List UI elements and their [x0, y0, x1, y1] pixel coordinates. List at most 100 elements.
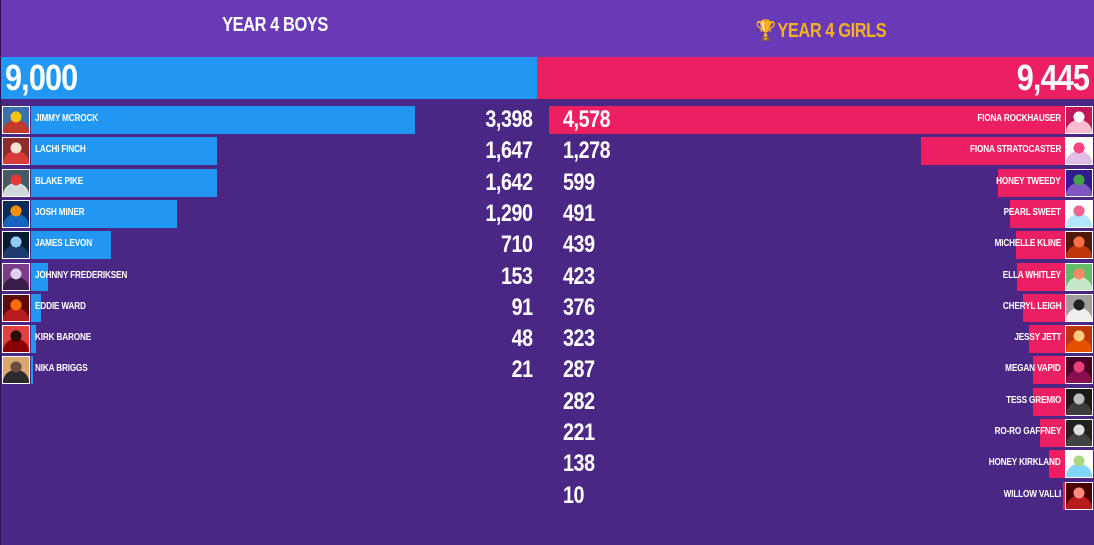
player-score: 282 — [563, 387, 595, 415]
girls-team-title: 🏆YEAR 4 GIRLS — [739, 18, 903, 43]
player-avatar — [1065, 419, 1093, 447]
player-name: JIMMY MCROCK — [35, 113, 99, 124]
player-score: 599 — [563, 168, 595, 196]
score-bar — [31, 137, 218, 166]
player-avatar — [2, 137, 30, 166]
player-name: TESS GREMIO — [1005, 394, 1061, 406]
player-score: 376 — [563, 293, 595, 321]
girls-player-row: RO-RO GAFFNEY 221 — [1, 417, 1094, 448]
boys-player-row: KIRK BARONE 48 — [1, 323, 1094, 354]
player-avatar — [2, 199, 30, 228]
player-avatar — [2, 231, 30, 260]
player-score: 423 — [563, 262, 595, 290]
score-bar — [31, 325, 37, 354]
girls-player-row: JESSY JETT 323 — [1, 323, 1094, 354]
player-avatar — [1065, 231, 1093, 260]
player-avatar — [2, 106, 30, 134]
score-bar — [31, 262, 49, 291]
player-name: CHERYL LEIGH — [1002, 300, 1061, 312]
girls-player-row: CHERYL LEIGH 376 — [1, 292, 1094, 323]
player-score: 1,642 — [485, 168, 534, 196]
player-score: 1,290 — [485, 199, 534, 227]
player-score: 710 — [501, 231, 533, 259]
player-avatar — [2, 325, 30, 354]
player-score: 4,578 — [563, 106, 611, 133]
score-bar — [1049, 450, 1065, 479]
boys-player-row: EDDIE WARD 91 — [1, 292, 1094, 323]
player-avatar — [1065, 262, 1093, 291]
score-bar — [1040, 419, 1065, 447]
girls-player-row: FIONA ROCKHAUSER 4,578 — [1, 104, 1094, 135]
score-bar — [1032, 356, 1065, 385]
player-name: ELLA WHITLEY — [1002, 269, 1061, 281]
boys-player-row: JAMES LEVON 710 — [1, 229, 1094, 260]
player-avatar — [2, 356, 30, 385]
girls-player-row: TESS GREMIO 282 — [1, 386, 1094, 417]
player-name: LACHI FINCH — [35, 144, 86, 156]
player-score: 91 — [511, 293, 533, 321]
score-bar — [31, 231, 112, 260]
girls-total-bar: 9,445 — [537, 57, 1094, 99]
score-bar — [1033, 387, 1065, 416]
player-score: 3,398 — [485, 106, 534, 133]
player-avatar — [2, 168, 30, 197]
player-avatar — [2, 293, 30, 322]
player-name: KIRK BARONE — [35, 332, 92, 344]
boys-total-score: 9,000 — [5, 57, 78, 98]
player-name: MEGAN VAPID — [1005, 363, 1062, 375]
player-score: 491 — [563, 199, 595, 227]
player-name: WILLOW VALLI — [1003, 488, 1061, 500]
player-avatar — [1065, 325, 1093, 354]
player-name: JESSY JETT — [1014, 332, 1061, 344]
player-score: 21 — [511, 356, 533, 384]
score-bar — [31, 293, 42, 322]
player-score: 153 — [501, 262, 533, 290]
girls-player-row: ELLA WHITLEY 423 — [1, 261, 1094, 292]
girls-player-row: MEGAN VAPID 287 — [1, 354, 1094, 385]
player-name: JOHNNY FREDERIKSEN — [35, 269, 128, 281]
player-name: JOSH MINER — [35, 206, 85, 218]
girls-player-row: WILLOW VALLI 10 — [1, 480, 1094, 511]
score-bar — [997, 168, 1065, 197]
boys-team-title: YEAR 4 BOYS — [193, 14, 357, 37]
player-name: HONEY KIRKLAND — [989, 457, 1061, 469]
score-bar — [920, 137, 1065, 166]
score-bar — [31, 356, 34, 385]
boys-player-row: JOHNNY FREDERIKSEN 153 — [1, 261, 1094, 292]
boys-player-row: BLAKE PIKE 1,642 — [1, 167, 1094, 198]
player-avatar — [1065, 137, 1093, 166]
girls-player-row: FIONA STRATOCASTER 1,278 — [1, 135, 1094, 166]
score-bar — [31, 168, 217, 197]
boys-total-bar: 9,000 — [1, 57, 537, 99]
score-bar — [1028, 325, 1065, 354]
girls-player-row: PEARL SWEET 491 — [1, 198, 1094, 229]
boys-player-row: JOSH MINER 1,290 — [1, 198, 1094, 229]
girls-player-row: MICHELLE KLINE 439 — [1, 229, 1094, 260]
score-bar — [1009, 199, 1065, 228]
player-score: 138 — [563, 450, 595, 478]
player-avatar — [1065, 106, 1093, 134]
player-name: EDDIE WARD — [35, 300, 86, 312]
player-avatar — [1065, 387, 1093, 416]
player-score: 439 — [563, 231, 595, 259]
player-avatar — [1065, 450, 1093, 479]
girls-player-row: HONEY TWEEDY 599 — [1, 167, 1094, 198]
player-name: FIONA ROCKHAUSER — [977, 113, 1061, 124]
player-score: 287 — [563, 356, 595, 384]
score-bar — [1017, 262, 1065, 291]
player-avatar — [2, 262, 30, 291]
player-score: 10 — [563, 481, 585, 509]
score-bar — [1015, 231, 1065, 260]
player-name: HONEY TWEEDY — [996, 175, 1062, 187]
score-bar — [1063, 481, 1065, 510]
player-avatar — [1065, 293, 1093, 322]
score-bar — [1022, 293, 1065, 322]
player-avatar — [1065, 481, 1093, 510]
player-name: MICHELLE KLINE — [994, 238, 1062, 250]
boys-player-row: NIKA BRIGGS 21 — [1, 354, 1094, 385]
player-score: 1,647 — [485, 137, 534, 165]
player-name: NIKA BRIGGS — [35, 363, 88, 375]
score-bar — [31, 106, 415, 134]
score-bar — [549, 106, 1065, 134]
player-name: FIONA STRATOCASTER — [969, 144, 1061, 156]
